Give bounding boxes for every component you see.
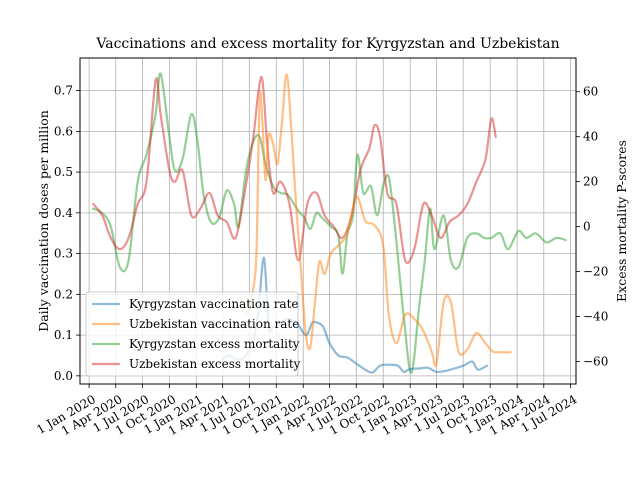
series-line-kyrgyzstan-excess-mortality — [92, 72, 567, 374]
legend: Kyrgyzstan vaccination rate Uzbekistan va… — [85, 291, 301, 377]
series-line-uzbekistan-vaccination-rate — [245, 73, 512, 368]
y-left-tick-label: 0.2 — [54, 287, 73, 301]
legend-label: Uzbekistan vaccination rate — [129, 317, 299, 331]
chart-title: Vaccinations and excess mortality for Ky… — [95, 36, 559, 52]
y-axis-right: −60 −40 −20 0 20 40 60 — [576, 85, 608, 369]
legend-label: Kyrgyzstan vaccination rate — [129, 297, 299, 311]
y-left-tick-label: 0.3 — [54, 247, 73, 261]
y-axis-left: 0.0 0.1 0.2 0.3 0.4 0.5 0.6 0.7 — [54, 84, 80, 383]
y-left-tick-label: 0.7 — [54, 84, 73, 98]
plot-frame — [79, 57, 577, 385]
y-right-tick-label: 20 — [583, 175, 598, 189]
y-left-tick-label: 0.6 — [54, 124, 73, 138]
y-right-tick-label: −20 — [583, 265, 608, 279]
y-left-tick-label: 0.1 — [54, 328, 73, 342]
y-axis-right-title: Excess mortality P-scores — [614, 140, 629, 302]
legend-box — [85, 291, 299, 377]
y-right-tick-label: 0 — [583, 220, 591, 234]
y-right-tick-label: 40 — [583, 130, 598, 144]
y-right-tick-label: −60 — [583, 355, 608, 369]
y-left-tick-label: 0.0 — [54, 369, 73, 383]
y-left-tick-label: 0.4 — [54, 206, 73, 220]
y-right-tick-label: −40 — [583, 310, 608, 324]
y-left-tick-label: 0.5 — [54, 165, 73, 179]
series-line-uzbekistan-excess-mortality — [92, 75, 497, 265]
y-right-tick-label: 60 — [583, 85, 598, 99]
legend-label: Uzbekistan excess mortality — [129, 357, 301, 371]
series-layer — [92, 72, 567, 374]
series-line-kyrgyzstan-vaccination-rate — [218, 256, 488, 374]
legend-label: Kyrgyzstan excess mortality — [129, 337, 300, 351]
y-axis-left-title: Daily vaccination doses per million — [36, 110, 51, 332]
